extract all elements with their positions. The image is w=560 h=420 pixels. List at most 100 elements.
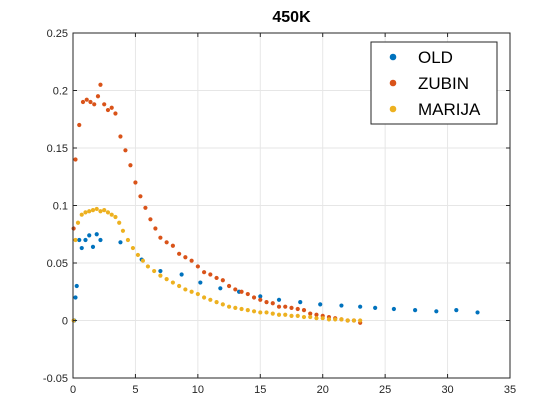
data-point	[177, 283, 182, 289]
data-point	[158, 268, 163, 274]
data-point	[264, 300, 269, 305]
data-point	[135, 252, 141, 258]
data-point	[128, 163, 133, 168]
data-point	[158, 273, 163, 278]
data-point	[75, 220, 81, 225]
data-point	[214, 275, 219, 281]
data-point	[84, 97, 89, 102]
data-point	[270, 301, 275, 306]
data-point	[80, 99, 86, 105]
data-point	[276, 312, 282, 317]
data-point	[333, 317, 338, 322]
data-point	[373, 305, 378, 310]
data-point	[88, 99, 93, 105]
data-point	[179, 272, 184, 277]
data-points	[71, 82, 480, 325]
data-point	[83, 237, 88, 243]
data-point	[339, 317, 344, 322]
data-point	[264, 310, 269, 315]
data-point	[90, 208, 96, 213]
data-point	[195, 291, 200, 297]
data-point	[308, 311, 313, 316]
data-point	[358, 318, 363, 323]
data-point	[148, 217, 153, 222]
series-zubin	[71, 82, 363, 325]
series-marija	[71, 206, 363, 323]
data-point	[109, 105, 114, 110]
data-point	[113, 214, 118, 220]
series-old	[72, 232, 480, 323]
data-point	[79, 212, 84, 217]
data-point	[226, 283, 232, 289]
data-point	[79, 245, 84, 251]
data-point	[87, 233, 92, 238]
data-point	[105, 107, 111, 113]
data-point	[283, 312, 288, 317]
data-point	[152, 268, 157, 274]
data-point	[95, 94, 101, 99]
data-point	[77, 122, 82, 128]
data-point	[289, 305, 294, 310]
data-point	[320, 316, 325, 321]
data-point	[276, 297, 282, 302]
data-point	[133, 180, 138, 185]
y-tick-label: 0.05	[47, 258, 68, 270]
data-point	[158, 235, 163, 240]
data-point	[434, 309, 439, 314]
data-point	[94, 232, 99, 237]
data-point	[391, 306, 396, 312]
data-point	[164, 277, 169, 282]
x-tick-label: 10	[192, 384, 204, 396]
data-point	[245, 291, 250, 297]
data-point	[145, 264, 151, 269]
data-point	[233, 287, 238, 292]
x-tick-label: 20	[317, 384, 329, 396]
data-point	[276, 304, 282, 309]
data-point	[233, 305, 238, 310]
data-point	[351, 318, 357, 323]
data-point	[258, 294, 263, 299]
legend: OLD ZUBIN MARIJA	[370, 41, 498, 125]
data-point	[283, 304, 288, 309]
data-point	[475, 310, 480, 315]
chart-title: 450K	[272, 9, 311, 26]
data-point	[113, 111, 118, 116]
data-point	[105, 210, 111, 215]
data-point	[123, 148, 128, 153]
legend-marker	[389, 79, 397, 87]
data-point	[214, 300, 219, 305]
data-point	[177, 251, 182, 256]
data-point	[208, 297, 213, 302]
x-tick-label: 15	[254, 384, 266, 396]
data-point	[183, 255, 188, 260]
data-point	[251, 309, 257, 314]
data-point	[109, 212, 114, 217]
y-tick-label: 0.2	[53, 86, 68, 98]
legend-marker	[389, 105, 397, 113]
data-point	[208, 272, 213, 277]
y-tick-label: 0.25	[47, 28, 68, 40]
data-point	[189, 289, 194, 294]
data-point	[198, 280, 203, 285]
data-point	[454, 308, 459, 313]
data-point	[73, 157, 78, 162]
data-point	[83, 210, 88, 215]
data-point	[301, 308, 307, 313]
data-point	[90, 244, 96, 249]
data-point	[73, 295, 78, 300]
data-point	[295, 306, 300, 312]
data-point	[326, 317, 332, 322]
axes	[72, 32, 511, 379]
x-tick-label: 5	[132, 384, 138, 396]
data-point	[98, 237, 103, 243]
data-point	[125, 237, 131, 243]
x-tick-label: 0	[70, 384, 76, 396]
legend-label: OLD	[418, 48, 453, 67]
data-point	[102, 102, 107, 107]
data-point	[289, 313, 294, 318]
data-point	[73, 237, 78, 243]
data-point	[153, 226, 158, 231]
y-tick-label: 0.15	[47, 143, 68, 155]
data-point	[170, 243, 175, 248]
